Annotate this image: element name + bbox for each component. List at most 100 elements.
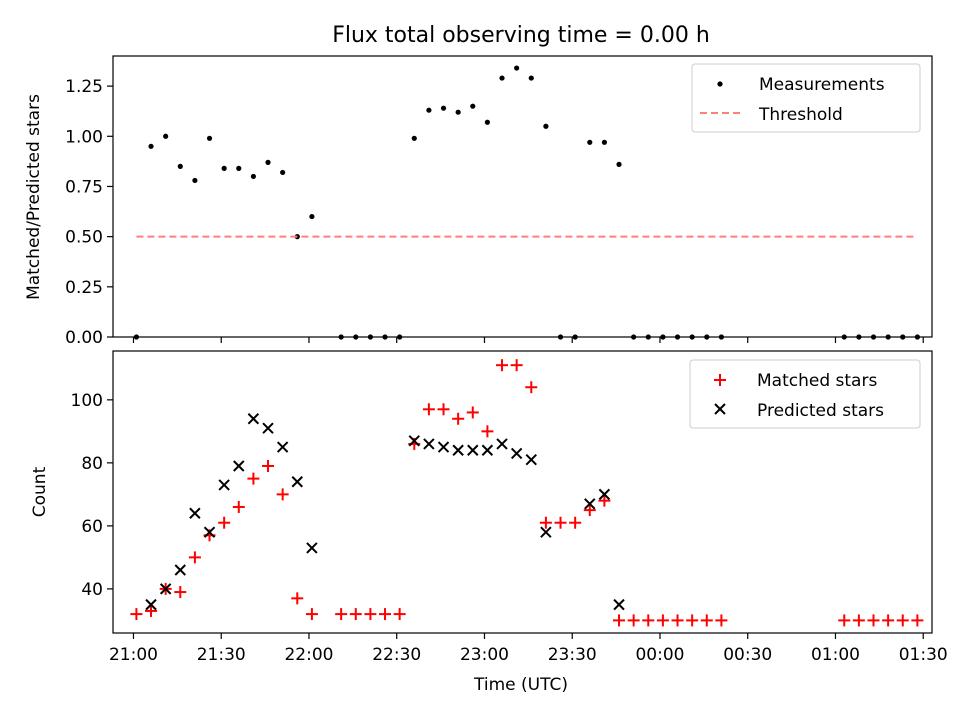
predicted-star-point [467, 444, 479, 456]
matched-star-point [481, 425, 494, 438]
x-tick-label: 22:30 [372, 645, 421, 665]
matched-star-point [852, 614, 865, 627]
predicted-star-point [584, 498, 596, 510]
matched-star-point [145, 604, 158, 617]
count-legend: Matched stars Predicted stars [689, 359, 921, 429]
ratio-y-tick-label: 0.50 [65, 228, 103, 248]
measurement-point [236, 165, 242, 171]
matched-star-point [291, 592, 304, 605]
matched-star-point [393, 608, 406, 621]
measurement-legend-marker [717, 81, 723, 87]
measurement-point [426, 107, 432, 113]
measurement-point [885, 334, 891, 340]
matched-star-point [218, 516, 231, 529]
measurement-point [841, 334, 847, 340]
measurement-point [718, 334, 725, 340]
matched-star-point [867, 614, 880, 627]
predicted-legend-marker [714, 403, 726, 415]
predicted-star-point [247, 413, 260, 425]
predicted-star-point [481, 444, 494, 456]
predicted-star-point [276, 441, 289, 453]
x-tick-label: 00:30 [723, 645, 772, 665]
measurement-point [353, 334, 359, 340]
x-tick-label: 21:00 [109, 645, 158, 665]
measurement-point [397, 334, 403, 340]
measurement-point [455, 109, 461, 115]
measurement-point [587, 139, 593, 145]
count-x-axis: 21:00 21:30 22:00 22:30 23:00 23:30 00:00 00:30… [109, 633, 948, 665]
measurement-legend-label: Measurements [759, 75, 885, 95]
predicted-star-point [262, 422, 274, 434]
matched-star-point [422, 403, 435, 416]
matched-star-point [583, 504, 596, 517]
predicted-star-point [203, 526, 216, 538]
measurement-point [163, 133, 169, 139]
predicted-star-point [598, 488, 611, 501]
measurement-point [133, 334, 139, 340]
predicted-star-point [525, 453, 537, 466]
count-y-tick-label: 40 [81, 580, 103, 600]
measurement-point [557, 334, 564, 340]
count-panel-frame [112, 350, 933, 634]
matched-star-point [715, 614, 728, 627]
matched-star-point [671, 614, 684, 627]
measurement-point [900, 334, 906, 340]
ratio-plot-content [133, 65, 920, 340]
matched-star-point [466, 406, 479, 419]
count-legend-box [689, 359, 921, 429]
predicted-star-point [496, 438, 508, 450]
predicted-star-point [233, 460, 245, 472]
matched-star-point [627, 614, 640, 627]
measurement-point [689, 334, 695, 340]
matched-star-point [554, 516, 567, 529]
ratio-legend-box [691, 63, 921, 133]
measurement-point [484, 119, 490, 125]
measurement-point [660, 334, 666, 340]
measurement-point [221, 165, 227, 171]
count-y-label: Count [30, 466, 50, 517]
predicted-star-point [291, 476, 303, 488]
matched-star-point [598, 494, 611, 507]
x-tick-label: 22:00 [284, 645, 333, 665]
x-tick-label: 01:00 [811, 645, 860, 665]
matched-star-point [232, 500, 245, 513]
matched-star-point [379, 608, 392, 621]
measurement-point [309, 213, 315, 220]
x-tick-label: 01:30 [899, 645, 948, 665]
count-y-tick-label: 100 [71, 391, 103, 411]
ratio-legend: Measurements Threshold [691, 63, 921, 133]
measurement-point [440, 105, 447, 111]
measurement-point [280, 169, 286, 176]
matched-star-point [838, 614, 851, 627]
predicted-star-point [540, 526, 552, 538]
measurement-point [148, 143, 154, 149]
predicted-star-point [423, 438, 435, 450]
predicted-star-point [437, 441, 450, 453]
predicted-star-point [174, 564, 186, 576]
measurement-point [601, 139, 608, 145]
matched-star-point [276, 488, 289, 501]
matched-legend-marker [714, 374, 726, 386]
measurement-point [631, 334, 637, 340]
x-tick-label: 23:00 [460, 645, 509, 665]
x-tick-label: 00:00 [635, 645, 684, 665]
count-y-axis: 40 60 80 100 [71, 391, 113, 600]
measurement-point [856, 334, 862, 340]
predicted-star-point [613, 598, 625, 611]
ratio-y-label: Matched/Predicted stars [24, 94, 44, 300]
measurement-point [514, 65, 520, 71]
matched-star-point [496, 359, 509, 372]
measurement-point [192, 177, 198, 184]
predicted-star-point [189, 507, 201, 519]
ratio-panel: 0.00 0.25 0.50 0.75 1.00 1.25 Matched/Predict… [24, 55, 933, 348]
matched-star-point [911, 614, 924, 627]
ratio-panel-frame [112, 55, 933, 338]
count-y-tick-label: 80 [81, 454, 103, 474]
chart-title: Flux total observing time = 0.00 h [332, 23, 710, 48]
predicted-star-point [218, 479, 230, 491]
measurement-point [206, 135, 213, 141]
ratio-y-tick-label: 0.00 [65, 328, 103, 348]
matched-star-point [539, 516, 552, 529]
count-y-tick-label: 60 [81, 517, 103, 537]
measurement-point [382, 334, 388, 340]
